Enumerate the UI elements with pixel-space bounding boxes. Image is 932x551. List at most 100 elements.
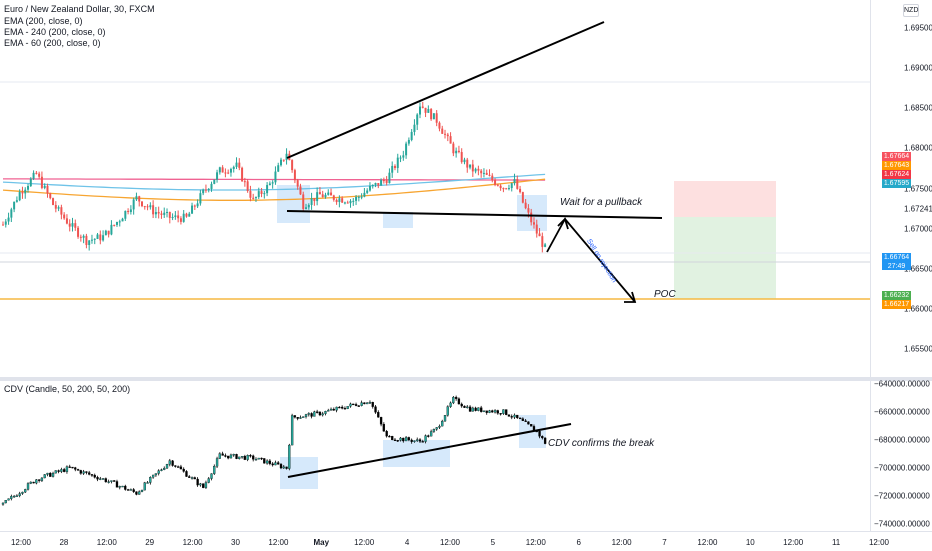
candle: [24, 187, 27, 199]
cdv-candle: [410, 438, 413, 444]
candle: [430, 108, 433, 121]
cdv-candle: [246, 454, 249, 462]
candle: [305, 203, 308, 210]
candle: [163, 207, 166, 218]
price-tag[interactable]: 1.66217: [882, 300, 911, 309]
cdv-candle: [7, 498, 10, 501]
candle: [482, 168, 485, 178]
cdv-candle: [202, 483, 205, 489]
cdv-candle: [163, 466, 166, 471]
candle: [541, 232, 544, 253]
poc-label: POC: [654, 289, 676, 300]
cdv-candle: [293, 415, 297, 419]
indicator-ema-240[interactable]: EMA - 240 (200, close, 0): [4, 27, 106, 37]
candle: [460, 148, 463, 164]
price-tag[interactable]: 1.66764 27:49: [882, 253, 911, 270]
candle: [421, 101, 424, 109]
candle: [449, 132, 452, 144]
candle: [330, 188, 333, 196]
candle: [452, 141, 455, 157]
cdv-candle: [93, 473, 96, 479]
time-tick: 6: [576, 538, 581, 547]
price-tag[interactable]: 1.67595: [882, 179, 911, 188]
candle: [177, 210, 180, 223]
candle: [174, 211, 177, 220]
cdv-candle: [143, 481, 146, 491]
time-axis[interactable]: [0, 531, 932, 551]
cdv-candle: [482, 410, 486, 413]
cdv-candle: [118, 485, 121, 490]
cdv-candle: [477, 407, 480, 412]
price-tag[interactable]: 1.67643: [882, 161, 911, 170]
indicator-ema-200[interactable]: EMA (200, close, 0): [4, 16, 83, 26]
cdv-candle: [263, 458, 266, 464]
cdv-candle: [324, 410, 327, 416]
candle: [496, 183, 499, 187]
pane-divider[interactable]: [0, 377, 932, 381]
cdv-candle: [79, 469, 82, 475]
projection-path[interactable]: [546, 217, 636, 303]
price-tag[interactable]: 1.66232: [882, 291, 911, 300]
candle: [182, 210, 185, 223]
cdv-candle: [460, 402, 463, 408]
cdv-candle: [371, 401, 374, 409]
price-tick: 1.67241: [904, 204, 932, 214]
neckline[interactable]: [286, 210, 663, 219]
cdv-candle: [302, 416, 305, 418]
cdv-candle: [518, 417, 522, 420]
candle: [324, 192, 327, 199]
cdv-candle: [135, 491, 138, 496]
candle: [368, 182, 371, 192]
cdv-candle: [399, 436, 402, 442]
cdv-candle: [160, 468, 163, 472]
price-tick: 1.66500: [904, 264, 932, 274]
candle: [507, 184, 510, 191]
candle: [171, 213, 174, 221]
price-axis[interactable]: [870, 0, 932, 377]
candle: [93, 238, 96, 245]
candle: [524, 199, 527, 210]
price-tag[interactable]: 1.67624: [882, 170, 911, 179]
candle: [307, 203, 310, 210]
cdv-candle: [32, 481, 35, 484]
candle: [357, 195, 360, 202]
cdv-candle: [76, 468, 80, 471]
cdv-candle: [310, 412, 313, 419]
candle: [393, 164, 396, 171]
candle: [302, 191, 305, 212]
cdv-candle: [341, 405, 344, 410]
cdv-candle: [171, 459, 174, 467]
cdv-candle: [190, 476, 194, 480]
time-tick: 28: [59, 538, 69, 547]
candle: [457, 145, 460, 154]
cdv-candle: [227, 455, 230, 460]
candle: [43, 183, 46, 190]
candle: [360, 193, 363, 200]
candle: [491, 173, 494, 183]
cdv-candle: [57, 469, 60, 474]
currency-button[interactable]: NZD: [903, 4, 919, 17]
cdv-axis[interactable]: [870, 381, 932, 531]
candle: [104, 229, 107, 236]
upper-trendline[interactable]: [286, 21, 605, 159]
candle: [127, 208, 130, 215]
candle: [310, 192, 313, 210]
price-tag[interactable]: 1.67664: [882, 152, 911, 161]
cdv-candle: [224, 453, 227, 458]
candle: [246, 179, 249, 193]
candle: [21, 186, 24, 199]
cdv-candle: [338, 406, 341, 409]
cdv-candle: [521, 417, 525, 422]
cdv-candle: [388, 435, 391, 438]
candle: [377, 183, 380, 189]
cdv-trendline[interactable]: [287, 423, 572, 478]
cdv-candle: [85, 471, 88, 475]
indicator-ema-60[interactable]: EMA - 60 (200, close, 0): [4, 38, 101, 48]
cdv-candle: [349, 402, 352, 408]
cdv-candle: [413, 440, 416, 443]
cdv-indicator-title[interactable]: CDV (Candle, 50, 200, 50, 200): [4, 384, 131, 394]
candle: [382, 177, 385, 184]
candle: [480, 169, 483, 178]
time-tick: 4: [404, 538, 410, 547]
